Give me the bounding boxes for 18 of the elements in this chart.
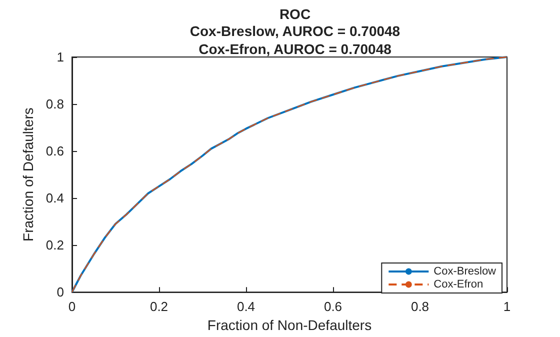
x-tick-label: 0.8: [410, 299, 430, 314]
x-tick-label: 0.6: [324, 299, 342, 314]
y-tick-label: 1: [56, 50, 64, 64]
x-tick-label: 0: [68, 299, 76, 314]
y-tick-label: 0: [56, 284, 64, 300]
chart-title: ROC: [279, 6, 311, 22]
y-tick-label: 0.4: [46, 190, 64, 206]
chart-subtitle: Cox-Breslow, AUROC = 0.70048 Cox-Efron, AUROC = 0.70048: [190, 23, 400, 57]
x-axis-title: Fraction of Non-Defaulters: [207, 317, 372, 333]
x-tick-label: 0.2: [150, 299, 168, 314]
x-tick-label: 0.4: [236, 299, 256, 314]
y-tick-label: 0.8: [46, 96, 64, 112]
y-tick-label: 0.2: [46, 238, 64, 253]
y-axis-title: Fraction of Defaulters: [20, 108, 36, 242]
y-tick-label: 0.6: [46, 144, 64, 159]
x-tick-label: 1: [503, 299, 511, 314]
legend-label: Cox-Breslow: [434, 266, 496, 278]
legend-label: Cox-Efron: [434, 278, 484, 290]
